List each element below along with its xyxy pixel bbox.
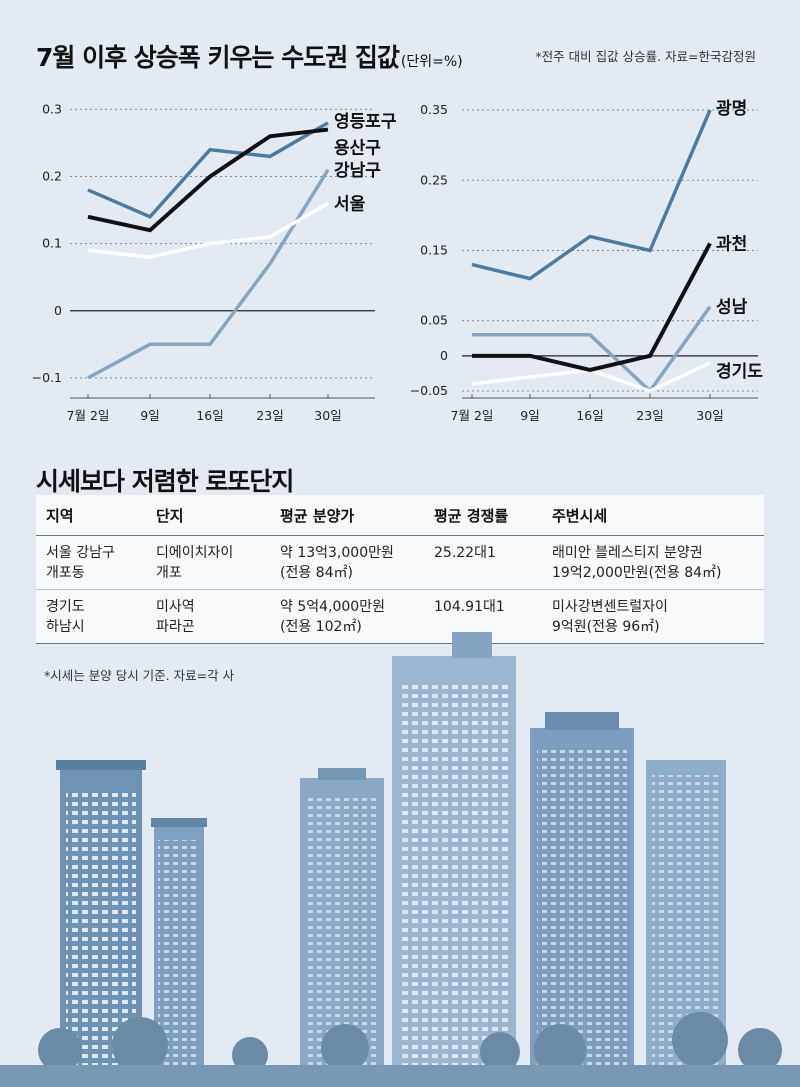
series-label: 경기도 [716,362,763,382]
trees [0,1012,800,1087]
source-note: *전주 대비 집값 상승률. 자료=한국감정원 [535,49,756,64]
y-tick-label: 0.35 [420,102,448,117]
x-tick-label: 30일 [314,408,341,423]
x-tick-label: 23일 [256,408,283,423]
series-label: 광명 [716,99,747,119]
y-tick-label: −0.1 [32,370,62,385]
series-line-성남 [472,305,712,394]
y-tick-label: 0 [440,348,448,363]
y-tick-label: 0.05 [420,313,448,328]
x-tick-label: 7월 2일 [451,408,494,423]
x-tick-label: 16일 [196,408,223,423]
series-label: 성남 [716,298,748,318]
series-label: 서울 [334,194,366,214]
table-title: 시세보다 저렴한 로또단지 [36,467,294,496]
cell-region: 서울 강남구 개포동 [36,535,146,590]
unit-label: (단위=%) [400,54,463,70]
x-tick-label: 30일 [696,408,723,423]
series-label: 강남구 [334,161,381,181]
series-label: 영등포구 [334,112,397,132]
series-label: 과천 [716,234,747,254]
header-region: 지역 [36,495,146,536]
building [392,632,516,1087]
header-competition: 평균 경쟁률 [424,495,542,536]
cell-market-price: 미사강변센트럴자이 9억원(전용 96㎡) [542,589,764,644]
cell-competition: 25.22대1 [424,535,542,590]
x-tick-label: 7월 2일 [67,408,110,423]
y-tick-label: 0.2 [42,169,62,184]
series-label: 용산구 [334,139,381,159]
cell-avg-price: 약 5억4,000만원 (전용 102㎡) [270,589,424,644]
apartment-skyline-illustration [0,632,800,1087]
seoul-chart-svg: −0.1 0 0.1 0.2 0.3 7월 2일 9일 16일 23일 30일 영등포구용산구강남구… [32,101,397,423]
series-line-강남구 [87,168,330,380]
table-footnote: *시세는 분양 당시 기준. 자료=각 사 [44,668,235,683]
y-tick-label: 0.3 [42,101,62,116]
cell-complex: 미사역 파라곤 [146,589,270,644]
cell-avg-price: 약 13억3,000만원 (전용 84㎡) [270,535,424,590]
gyeonggi-chart: −0.05 0 0.05 0.15 0.25 0.35 7월 2일 9일 16일 23일 30일 광명… [400,0,800,445]
header-market-price: 주변시세 [542,495,764,536]
series-line-영등포구 [87,121,329,219]
x-tick-label: 9일 [140,408,159,423]
series-line-광명 [471,109,712,281]
cell-complex: 디에이치자이 개포 [146,535,270,590]
chart-title: 7월 이후 상승폭 키우는 수도권 집값 (단위=%) [36,43,463,72]
table-header-row: 지역 단지 평균 분양가 평균 경쟁률 주변시세 [36,495,764,536]
series-line-경기도 [471,361,711,393]
header-avg-price: 평균 분양가 [270,495,424,536]
y-tick-label: 0.15 [420,243,448,258]
y-tick-label: −0.05 [410,383,448,398]
x-tick-label: 23일 [636,408,663,423]
series-line-용산구 [87,127,329,233]
lotto-complex-table: 지역 단지 평균 분양가 평균 경쟁률 주변시세 서울 강남구 개포동 디에이치… [36,495,764,644]
header-complex: 단지 [146,495,270,536]
series-line-과천 [472,242,712,372]
y-tick-label: 0 [54,303,62,318]
table-row: 서울 강남구 개포동 디에이치자이 개포 약 13억3,000만원 (전용 84… [36,535,764,590]
series-line-서울 [87,201,329,259]
x-tick-label: 9일 [520,408,539,423]
cell-market-price: 래미안 블레스티지 분양권 19억2,000만원(전용 84㎡) [542,535,764,590]
x-tick-label: 16일 [576,408,603,423]
cell-region: 경기도 하남시 [36,589,146,644]
y-tick-label: 0.25 [420,172,448,187]
gyeonggi-chart-svg: −0.05 0 0.05 0.15 0.25 0.35 7월 2일 9일 16일 23일 30일 광명… [410,99,764,423]
building [151,818,207,1087]
y-tick-label: 0.1 [42,236,62,251]
